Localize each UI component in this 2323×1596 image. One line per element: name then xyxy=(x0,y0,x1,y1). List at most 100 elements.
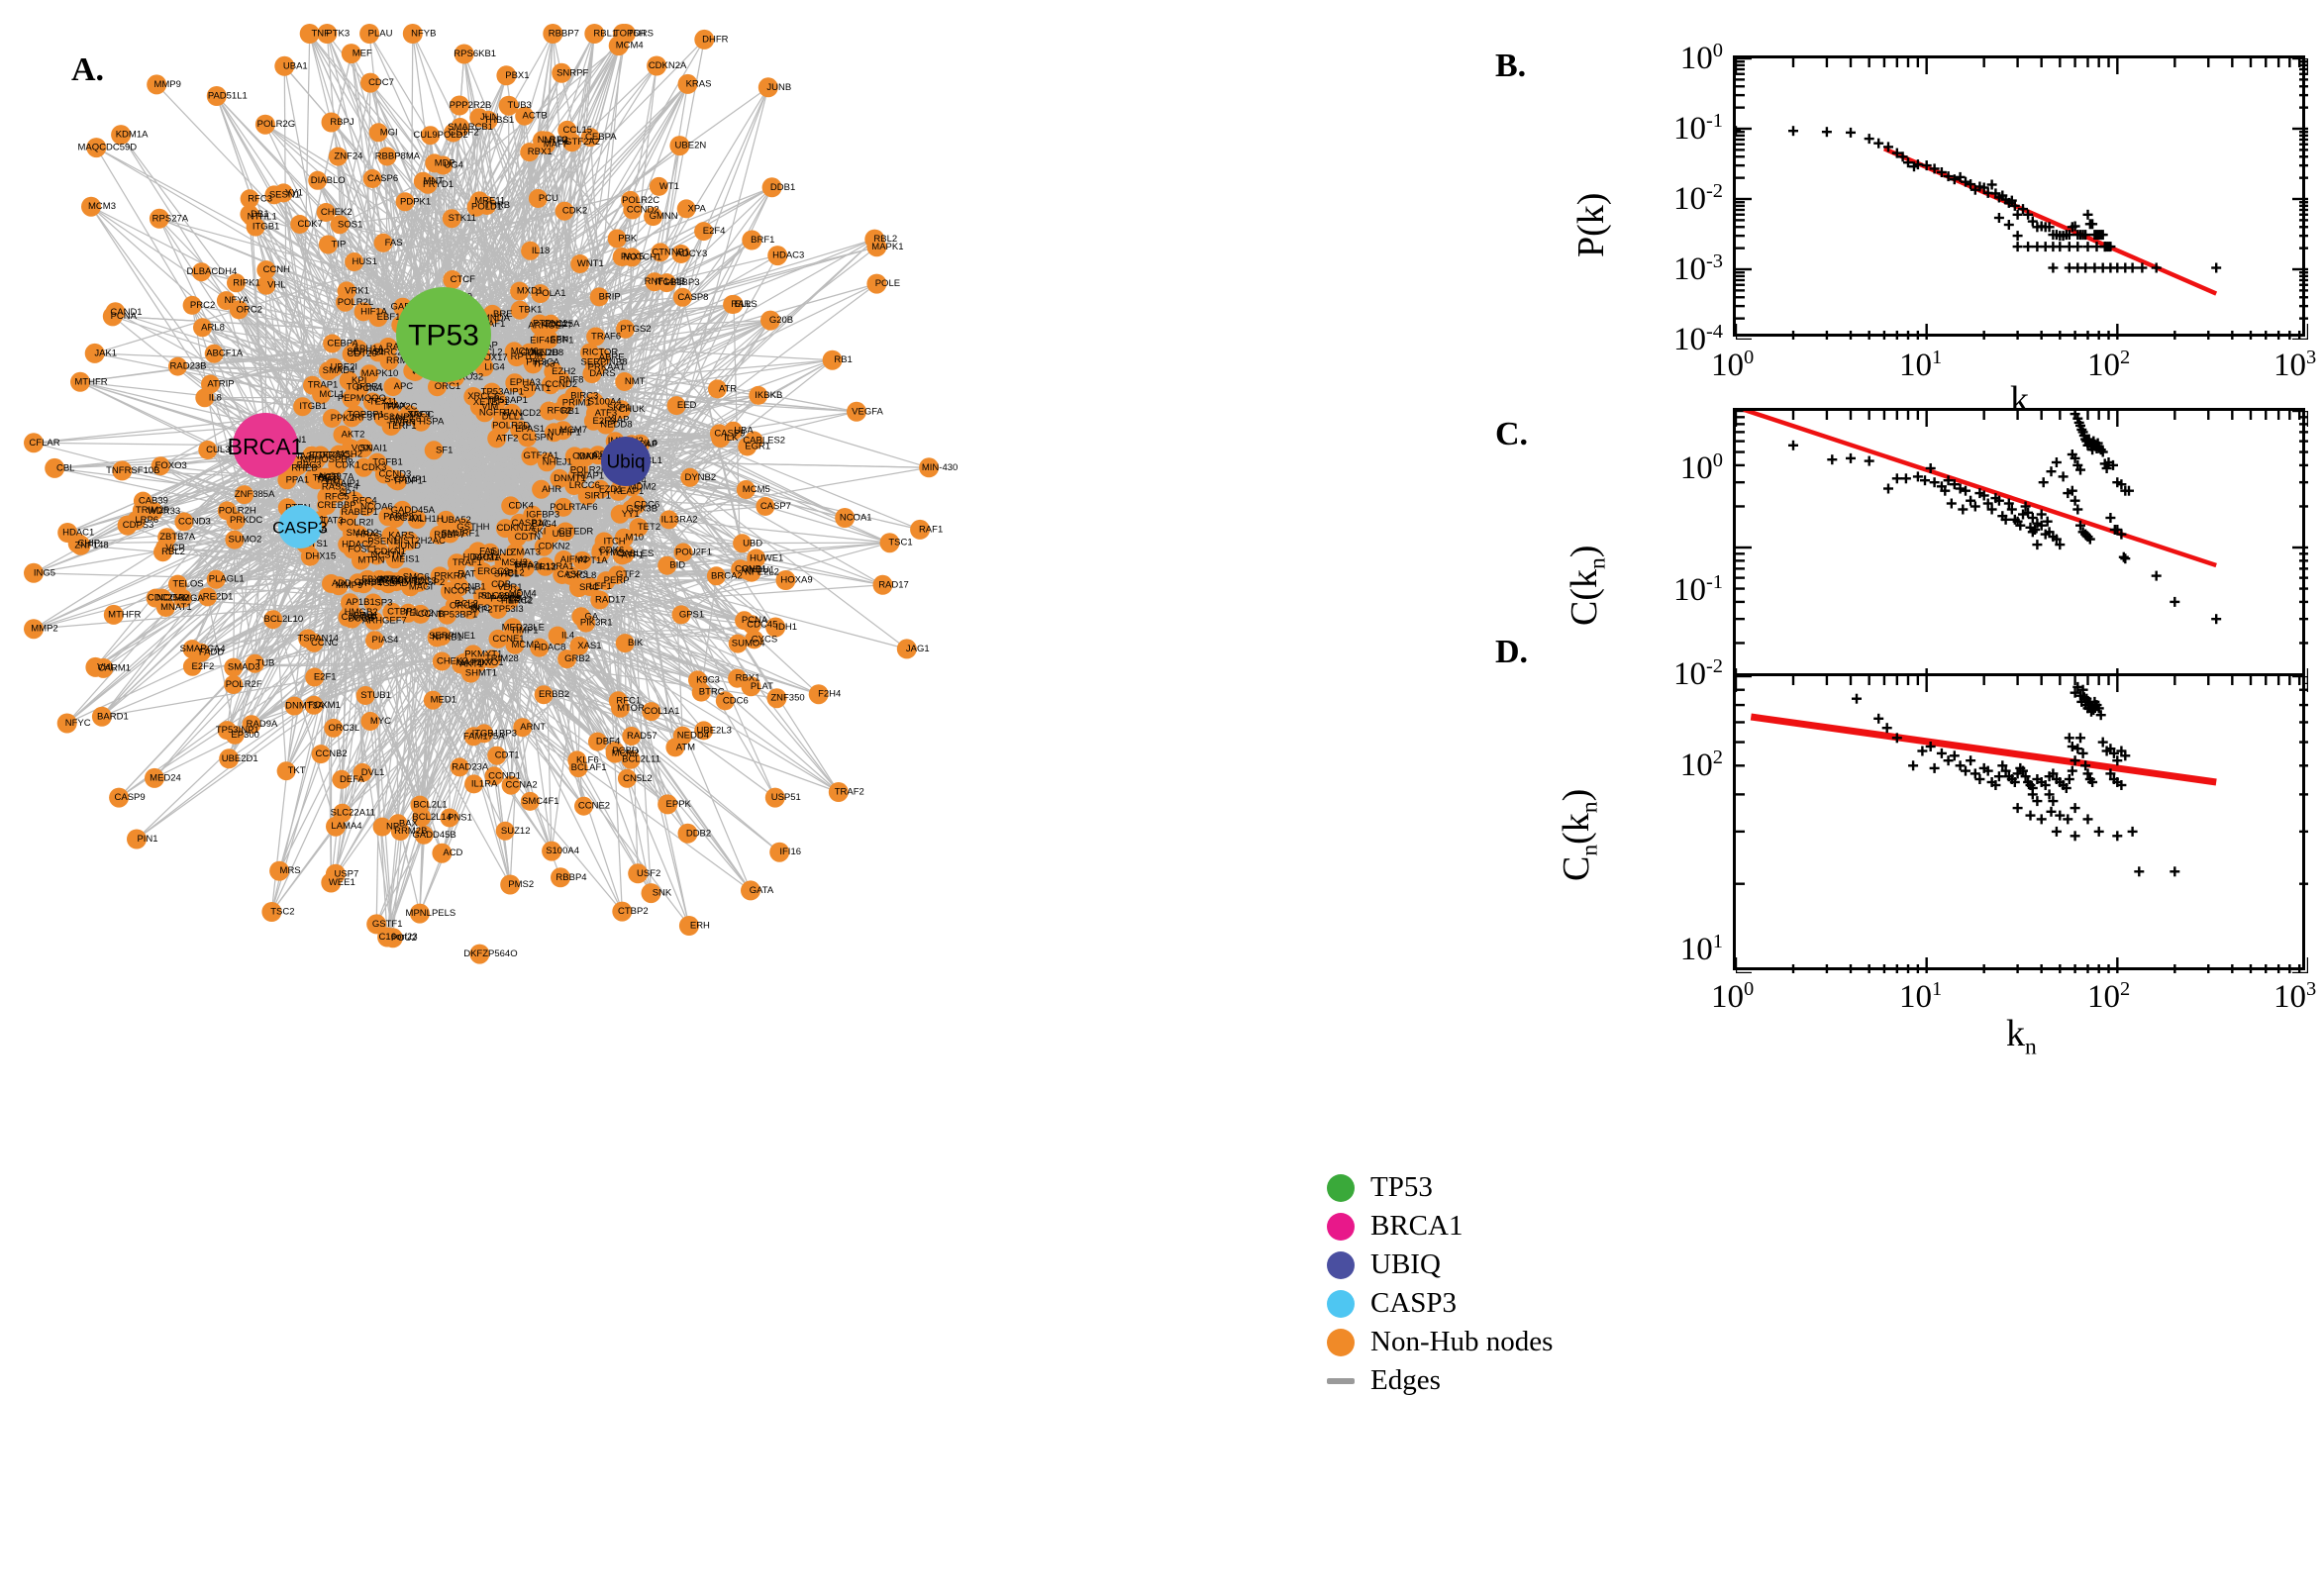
network-node[interactable] xyxy=(174,512,194,532)
network-node[interactable] xyxy=(368,123,388,143)
network-node[interactable] xyxy=(501,775,521,795)
network-node[interactable] xyxy=(469,944,490,964)
network-node[interactable] xyxy=(411,412,431,432)
network-node[interactable] xyxy=(219,748,240,769)
network-node[interactable] xyxy=(254,114,275,135)
network-node[interactable] xyxy=(226,511,246,531)
network-node[interactable] xyxy=(430,566,450,586)
network-node[interactable] xyxy=(724,421,743,441)
network-node[interactable] xyxy=(501,496,521,516)
network-node[interactable] xyxy=(572,550,592,570)
network-node[interactable] xyxy=(775,570,796,590)
network-node[interactable] xyxy=(822,349,843,370)
network-node[interactable] xyxy=(530,314,550,334)
network-node[interactable] xyxy=(691,682,711,702)
network-node[interactable] xyxy=(764,787,785,808)
network-node[interactable] xyxy=(564,386,584,406)
network-node[interactable] xyxy=(84,343,105,363)
network-node[interactable] xyxy=(649,176,668,196)
network-node[interactable] xyxy=(182,656,202,676)
network-node[interactable] xyxy=(86,138,107,158)
network-node[interactable] xyxy=(311,745,331,764)
network-node[interactable] xyxy=(678,916,699,936)
network-node[interactable] xyxy=(365,631,384,650)
network-node[interactable] xyxy=(482,382,502,402)
network-node[interactable] xyxy=(568,758,588,778)
network-node[interactable] xyxy=(323,334,343,353)
network-node[interactable] xyxy=(486,564,506,584)
network-node[interactable] xyxy=(336,292,354,312)
network-node[interactable] xyxy=(498,95,519,116)
network-node[interactable] xyxy=(324,718,344,738)
network-node[interactable] xyxy=(346,405,365,425)
network-node[interactable] xyxy=(493,407,513,427)
network-node[interactable] xyxy=(316,203,336,222)
network-node[interactable] xyxy=(410,795,430,815)
network-node[interactable] xyxy=(641,883,661,904)
network-node[interactable] xyxy=(528,189,548,208)
network-node[interactable] xyxy=(328,455,348,475)
network-node[interactable] xyxy=(242,715,261,735)
network-node[interactable] xyxy=(24,619,44,640)
network-node[interactable] xyxy=(256,275,276,295)
network-node[interactable] xyxy=(269,860,290,881)
panel-c-plot-area[interactable] xyxy=(1733,408,2308,684)
network-node[interactable] xyxy=(521,241,541,260)
network-node[interactable] xyxy=(495,821,515,841)
network-node[interactable] xyxy=(518,522,538,542)
network-node[interactable] xyxy=(345,491,364,511)
network-node[interactable] xyxy=(537,452,556,472)
network-node[interactable] xyxy=(532,331,552,350)
network-node[interactable] xyxy=(680,467,700,487)
network-node[interactable] xyxy=(330,215,350,235)
network-node[interactable] xyxy=(227,273,246,293)
network-node[interactable] xyxy=(622,248,642,267)
network-node[interactable] xyxy=(542,841,562,861)
network-node[interactable] xyxy=(467,653,487,673)
network-node[interactable] xyxy=(614,528,634,548)
network-node[interactable] xyxy=(407,510,427,530)
network-node[interactable] xyxy=(363,593,383,613)
network-node[interactable] xyxy=(445,596,464,616)
hub-node-brca1[interactable] xyxy=(233,413,298,478)
network-node[interactable] xyxy=(191,262,211,282)
network-node[interactable] xyxy=(341,44,361,64)
network-node[interactable] xyxy=(744,431,763,450)
network-node[interactable] xyxy=(580,128,600,148)
network-node[interactable] xyxy=(588,732,607,751)
network-node[interactable] xyxy=(499,590,519,610)
network-node[interactable] xyxy=(520,791,540,811)
network-node[interactable] xyxy=(385,409,405,429)
network-node[interactable] xyxy=(728,668,748,688)
network-node[interactable] xyxy=(532,479,552,499)
network-node[interactable] xyxy=(432,651,452,671)
network-node[interactable] xyxy=(328,147,348,166)
network-node[interactable] xyxy=(590,479,610,499)
network-node[interactable] xyxy=(360,712,380,731)
network-node[interactable] xyxy=(562,133,582,152)
network-node[interactable] xyxy=(382,928,403,948)
network-node[interactable] xyxy=(607,229,627,249)
network-node[interactable] xyxy=(556,522,575,542)
network-node[interactable] xyxy=(756,497,775,516)
panel-d-plot-area[interactable] xyxy=(1733,673,2308,973)
network-node[interactable] xyxy=(510,281,530,301)
network-node[interactable] xyxy=(510,300,530,320)
network-node[interactable] xyxy=(245,653,264,673)
network-node[interactable] xyxy=(520,143,540,162)
network-node[interactable] xyxy=(109,787,130,808)
network-node[interactable] xyxy=(321,112,342,133)
network-node[interactable] xyxy=(127,511,147,531)
network-node[interactable] xyxy=(383,377,403,397)
network-node[interactable] xyxy=(151,456,170,476)
network-node[interactable] xyxy=(225,725,245,745)
network-node[interactable] xyxy=(304,695,324,715)
network-node[interactable] xyxy=(442,209,461,229)
network-node[interactable] xyxy=(622,727,642,746)
network-node[interactable] xyxy=(621,749,641,769)
network-node[interactable] xyxy=(402,24,423,44)
network-node[interactable] xyxy=(224,657,244,677)
network-node[interactable] xyxy=(395,192,415,212)
network-node[interactable] xyxy=(659,510,679,530)
network-node[interactable] xyxy=(332,769,352,789)
